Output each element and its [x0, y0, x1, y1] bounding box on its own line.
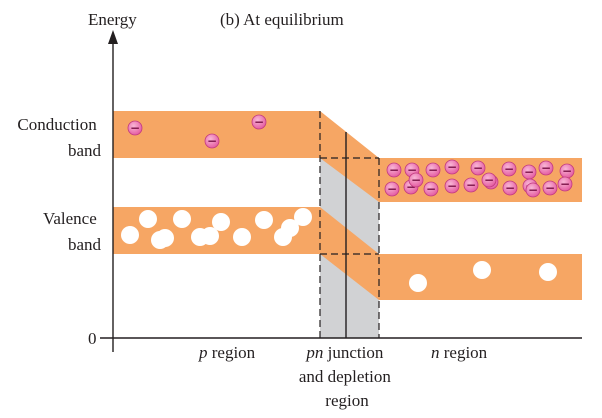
n-region-electron	[444, 178, 460, 194]
electron-charge-sign: −	[406, 180, 416, 194]
electron-charge-sign: −	[528, 183, 538, 197]
electron-charge-sign: −	[130, 121, 140, 135]
carriers: −−−−−−−−−−−−−−−−−−−−−−−−−	[121, 114, 575, 292]
electron-charge-sign: −	[426, 182, 436, 196]
diagram-title: (b) At equilibrium	[220, 10, 344, 29]
p-region-hole	[294, 208, 312, 226]
n-region-electron	[525, 182, 541, 198]
n-region-electron	[463, 177, 479, 193]
p-region-hole	[281, 219, 299, 237]
electron-charge-sign: −	[505, 181, 515, 195]
electron-charge-sign: −	[560, 177, 570, 191]
electron-charge-sign: −	[541, 161, 551, 175]
p-region-hole	[121, 226, 139, 244]
n-region-hole	[409, 274, 427, 292]
electron-charge-sign: −	[473, 161, 483, 175]
n-region-electron	[386, 162, 402, 178]
dashed-guides	[319, 111, 380, 338]
energy-label: Energy	[88, 10, 137, 29]
n-region-electron	[557, 176, 573, 192]
p-region-electron	[204, 133, 220, 149]
electron-charge-sign: −	[447, 179, 457, 193]
n-region-electron	[425, 162, 441, 178]
n-region-electron	[444, 159, 460, 175]
electron-charge-sign: −	[466, 178, 476, 192]
electron-charge-sign: −	[484, 173, 494, 187]
electron-charge-sign: −	[545, 181, 555, 195]
electron-charge-sign: −	[254, 115, 264, 129]
energy-axis-arrow	[108, 30, 118, 44]
n-region-electron	[501, 161, 517, 177]
p-region-hole	[233, 228, 251, 246]
electron-charge-sign: −	[389, 163, 399, 177]
electron-charge-sign: −	[207, 134, 217, 148]
electron-charge-sign: −	[428, 163, 438, 177]
electron-charge-sign: −	[524, 165, 534, 179]
p-region-hole	[201, 227, 219, 245]
n-region-electron	[538, 160, 554, 176]
zero-label: 0	[88, 329, 97, 348]
electron-charge-sign: −	[447, 160, 457, 174]
electron-charge-sign: −	[562, 164, 572, 178]
electron-charge-sign: −	[407, 163, 417, 177]
pn-junction-label: pn junction and depletion region	[299, 343, 395, 410]
p-region-hole	[255, 211, 273, 229]
conduction-band-label: Conduction band	[17, 115, 101, 160]
p-region-electron	[251, 114, 267, 130]
conduction-band	[113, 111, 582, 202]
n-region-hole	[539, 263, 557, 281]
n-region-electron	[423, 181, 439, 197]
p-region-label: p region	[198, 343, 256, 362]
n-region-label: n region	[431, 343, 488, 362]
n-region-electron	[408, 172, 424, 188]
electron-charge-sign: −	[387, 182, 397, 196]
p-region-hole	[139, 210, 157, 228]
n-region-electron	[542, 180, 558, 196]
n-region-electron	[502, 180, 518, 196]
p-region-hole	[173, 210, 191, 228]
n-region-electron	[481, 172, 497, 188]
p-region-electron	[127, 120, 143, 136]
p-region-hole	[151, 231, 169, 249]
valence-band-label: Valence band	[43, 209, 102, 254]
p-region-hole	[212, 213, 230, 231]
n-region-electron	[470, 160, 486, 176]
n-region-electron	[384, 181, 400, 197]
n-region-hole	[473, 261, 491, 279]
electron-charge-sign: −	[411, 173, 421, 187]
electron-charge-sign: −	[504, 162, 514, 176]
